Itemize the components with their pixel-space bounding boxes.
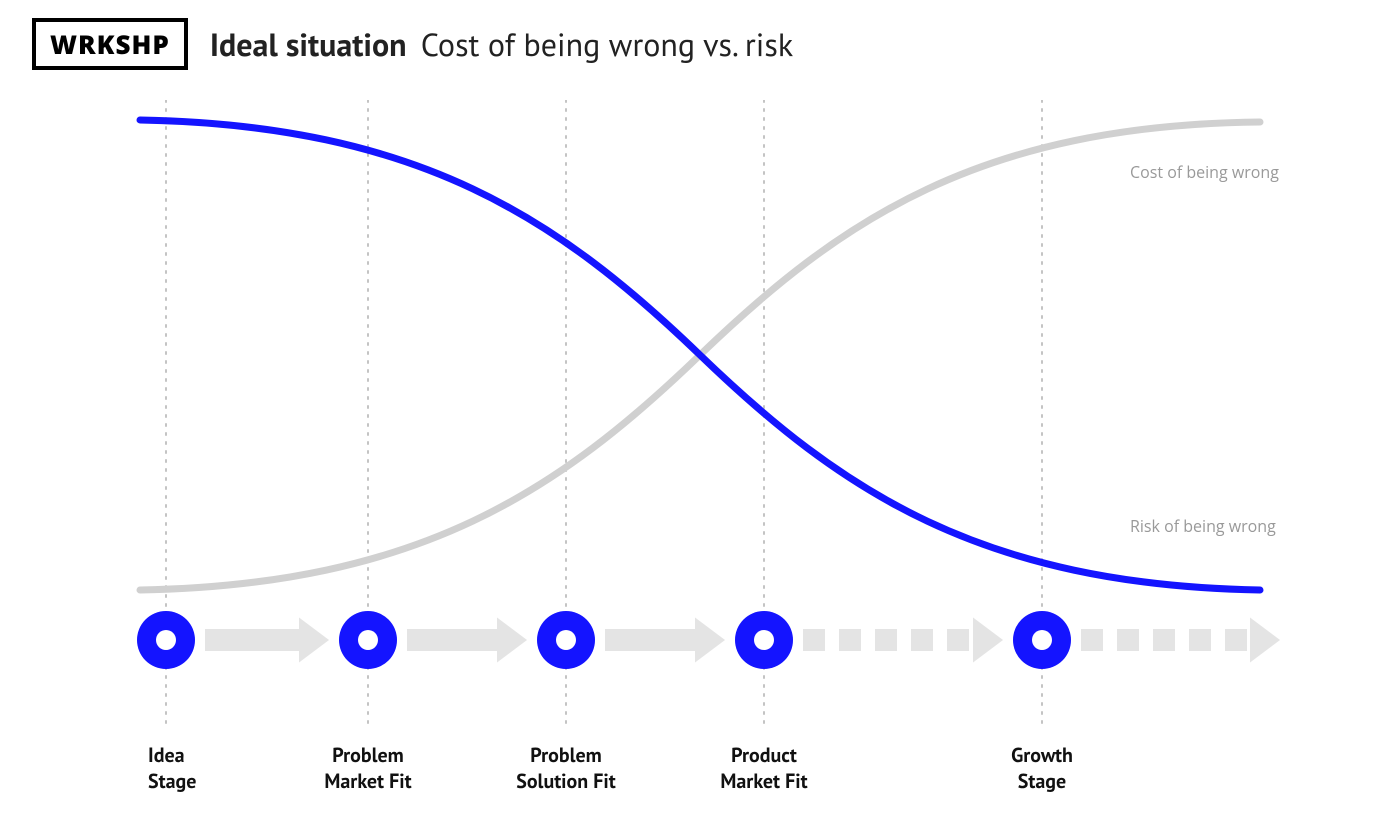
axis-arrow-head bbox=[497, 618, 527, 663]
stage-label: ProblemMarket Fit bbox=[324, 742, 411, 794]
axis-arrow-head bbox=[695, 618, 725, 663]
risk-label: Risk of being wrong bbox=[1130, 515, 1276, 537]
axis-arrow-head bbox=[299, 618, 329, 663]
header: WRKSHP Ideal situation Cost of being wro… bbox=[32, 18, 793, 70]
title-subtitle: Cost of being wrong vs. risk bbox=[421, 23, 793, 65]
chart-canvas: Risk of being wrong Cost of being wrong Id… bbox=[0, 100, 1400, 820]
stage-label: ProblemSolution Fit bbox=[516, 742, 616, 794]
stage-node-inner bbox=[556, 630, 576, 650]
page-title: Ideal situation Cost of being wrong vs. … bbox=[210, 23, 793, 65]
stage-label: IdeaStage bbox=[148, 742, 196, 794]
stage-label: ProductMarket Fit bbox=[720, 742, 807, 794]
logo-badge: WRKSHP bbox=[32, 18, 188, 70]
axis-arrow-head bbox=[973, 618, 1003, 663]
stage-node-inner bbox=[156, 630, 176, 650]
stage-node-inner bbox=[1032, 630, 1052, 650]
stage-node-inner bbox=[358, 630, 378, 650]
stage-node-inner bbox=[754, 630, 774, 650]
cost-label: Cost of being wrong bbox=[1130, 161, 1279, 183]
risk-curve bbox=[140, 120, 1260, 590]
axis-arrow-head bbox=[1250, 618, 1280, 663]
stage-label: GrowthStage bbox=[1011, 742, 1073, 794]
page: WRKSHP Ideal situation Cost of being wro… bbox=[0, 0, 1400, 838]
title-bold: Ideal situation bbox=[210, 23, 407, 65]
